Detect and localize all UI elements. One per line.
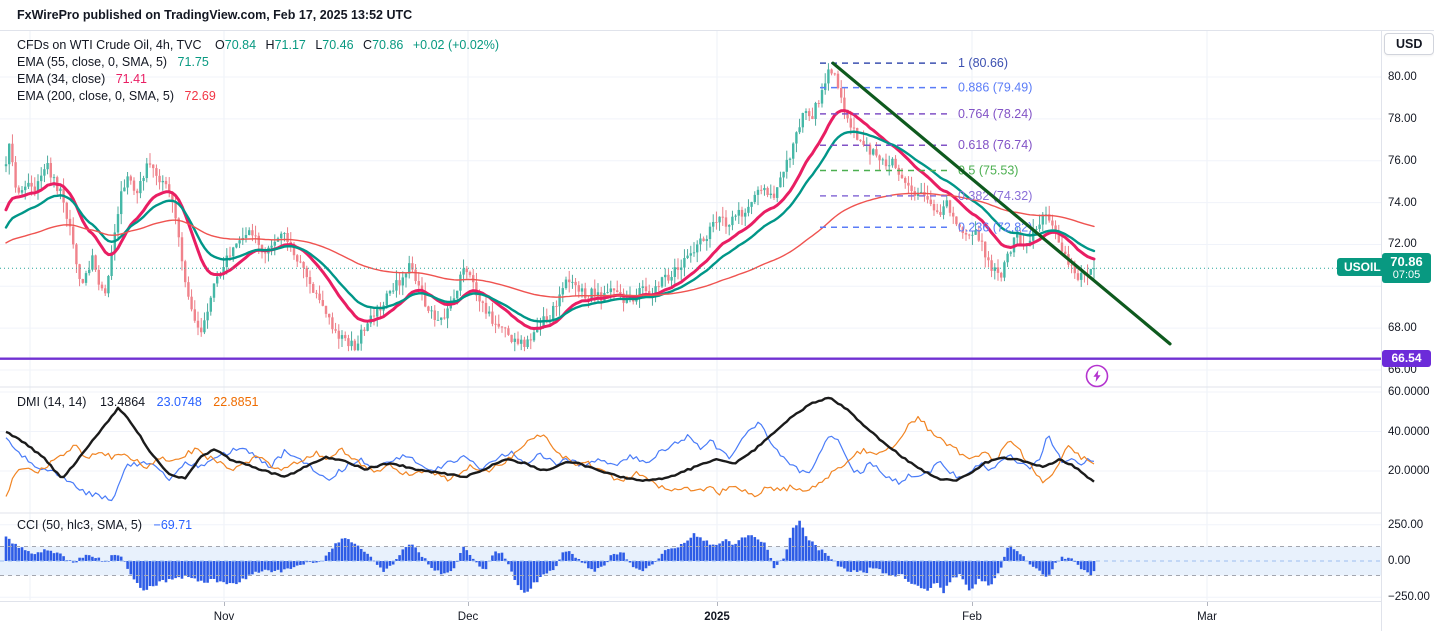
time-tick-label: 2025 <box>704 611 730 623</box>
bar-countdown: 07:05 <box>1392 269 1421 281</box>
ema200-legend-row[interactable]: EMA (200, close, 0, SMA, 5) 72.69 <box>17 88 499 105</box>
dmi-label: DMI (14, 14) <box>17 395 87 409</box>
cci-tick-label: 0.00 <box>1388 555 1411 567</box>
time-tick-label: Dec <box>457 611 479 623</box>
ema-line[interactable] <box>5 192 1095 298</box>
fib-level-label: 0.886 (79.49) <box>958 81 1032 95</box>
close-value: 70.86 <box>372 38 404 52</box>
fib-level-label: 0.236 (72.82) <box>958 220 1032 234</box>
chart-canvas[interactable]: 1 (80.66) 0.886 (79.49) 0.764 (78.24) 0.618… <box>0 30 1381 600</box>
price-tick-label: 68.00 <box>1388 322 1417 335</box>
time-tick-label: Nov <box>213 611 235 623</box>
high-value: 71.17 <box>274 38 306 52</box>
open-value: 70.84 <box>224 38 257 52</box>
time-tick <box>224 602 225 606</box>
time-tick <box>468 602 469 606</box>
close-label: C <box>363 38 373 52</box>
dmi-adx-line[interactable] <box>5 396 1095 483</box>
dmi-minus-di-value: 22.8851 <box>213 395 259 409</box>
symbol-title: CFDs on WTI Crude Oil, 4h, TVC <box>17 38 202 52</box>
ema34-legend-row[interactable]: EMA (34, close) 71.41 <box>17 71 499 88</box>
symbol-price-label: USOIL <box>1337 258 1388 276</box>
ema-line[interactable] <box>4 130 1096 323</box>
change-value: +0.02 (+0.02%) <box>412 38 500 52</box>
ema200-value: 72.69 <box>184 89 216 103</box>
open-label: O <box>215 38 225 52</box>
publish-title: FxWirePro published on TradingView.com, … <box>17 8 413 22</box>
currency-button[interactable]: USD <box>1384 33 1434 55</box>
time-tick-label: Mar <box>1197 611 1217 623</box>
cci-tick-label: 250.00 <box>1388 518 1424 531</box>
last-price-value: 70.86 <box>1390 254 1423 269</box>
ema-line[interactable] <box>4 109 1096 330</box>
trend-line[interactable] <box>831 61 1172 346</box>
ema55-legend-row[interactable]: EMA (55, close, 0, SMA, 5) 71.75 <box>17 54 499 71</box>
candlestick-series <box>4 63 1096 352</box>
dmi-minus-di-line[interactable] <box>5 415 1095 498</box>
time-tick <box>1207 602 1208 606</box>
price-axis[interactable]: 80.00 78.00 76.00 74.00 72.00 68.00 66.00 60.00… <box>1381 30 1434 631</box>
lightning-icon[interactable] <box>1085 364 1109 388</box>
ema55-label: EMA (55, close, 0, SMA, 5) <box>17 55 168 69</box>
high-label: H <box>265 38 275 52</box>
low-label: L <box>315 38 323 52</box>
fib-level-label: 0.618 (76.74) <box>958 138 1032 152</box>
time-tick-label: Feb <box>962 611 982 623</box>
ema55-value: 71.75 <box>177 55 209 69</box>
price-tick-label: 66.00 <box>1388 364 1417 377</box>
dmi-tick-label: 40.0000 <box>1388 425 1430 438</box>
price-tick-label: 78.00 <box>1388 112 1417 125</box>
low-value: 70.46 <box>322 38 354 52</box>
last-price-badge: 70.86 07:05 <box>1382 253 1431 283</box>
price-tick-label: 76.00 <box>1388 154 1417 167</box>
fib-level-label: 0.5 (75.53) <box>958 164 1018 178</box>
support-level-badge: 66.54 <box>1382 350 1431 367</box>
dmi-tick-label: 20.0000 <box>1388 465 1430 477</box>
fib-level-label: 0.382 (74.32) <box>958 189 1032 203</box>
ema200-label: EMA (200, close, 0, SMA, 5) <box>17 89 175 103</box>
dmi-tick-label: 60.0000 <box>1388 386 1430 398</box>
time-axis[interactable]: Nov Dec 2025 Feb Mar <box>0 601 1381 631</box>
price-tick-label: 72.00 <box>1388 238 1417 251</box>
dmi-plus-di-value: 23.0748 <box>156 395 202 409</box>
cci-label: CCI (50, hlc3, SMA, 5) <box>17 518 143 532</box>
cci-histogram <box>4 520 1096 594</box>
dmi-plus-di-line[interactable] <box>5 421 1095 502</box>
ema34-label: EMA (34, close) <box>17 72 106 86</box>
fib-level-label: 0.764 (78.24) <box>958 107 1032 121</box>
fib-level-label: 1 (80.66) <box>958 56 1008 70</box>
symbol-legend-row[interactable]: CFDs on WTI Crude Oil, 4h, TVC O70.84 H7… <box>17 37 499 54</box>
price-tick-label: 74.00 <box>1388 196 1417 209</box>
cci-legend[interactable]: CCI (50, hlc3, SMA, 5) −69.71 <box>17 517 192 534</box>
cci-value: −69.71 <box>153 518 193 532</box>
price-tick-label: 80.00 <box>1388 71 1417 83</box>
dmi-adx-value: 13.4864 <box>99 395 146 409</box>
cci-tick-label: −250.00 <box>1388 591 1430 604</box>
ema34-value: 71.41 <box>115 72 147 86</box>
publish-header: FxWirePro published on TradingView.com, … <box>0 0 1434 31</box>
time-tick <box>972 602 973 606</box>
time-tick <box>717 602 718 606</box>
chart-legend: CFDs on WTI Crude Oil, 4h, TVC O70.84 H7… <box>17 37 499 105</box>
dmi-legend[interactable]: DMI (14, 14) 13.4864 23.0748 22.8851 <box>17 394 258 411</box>
